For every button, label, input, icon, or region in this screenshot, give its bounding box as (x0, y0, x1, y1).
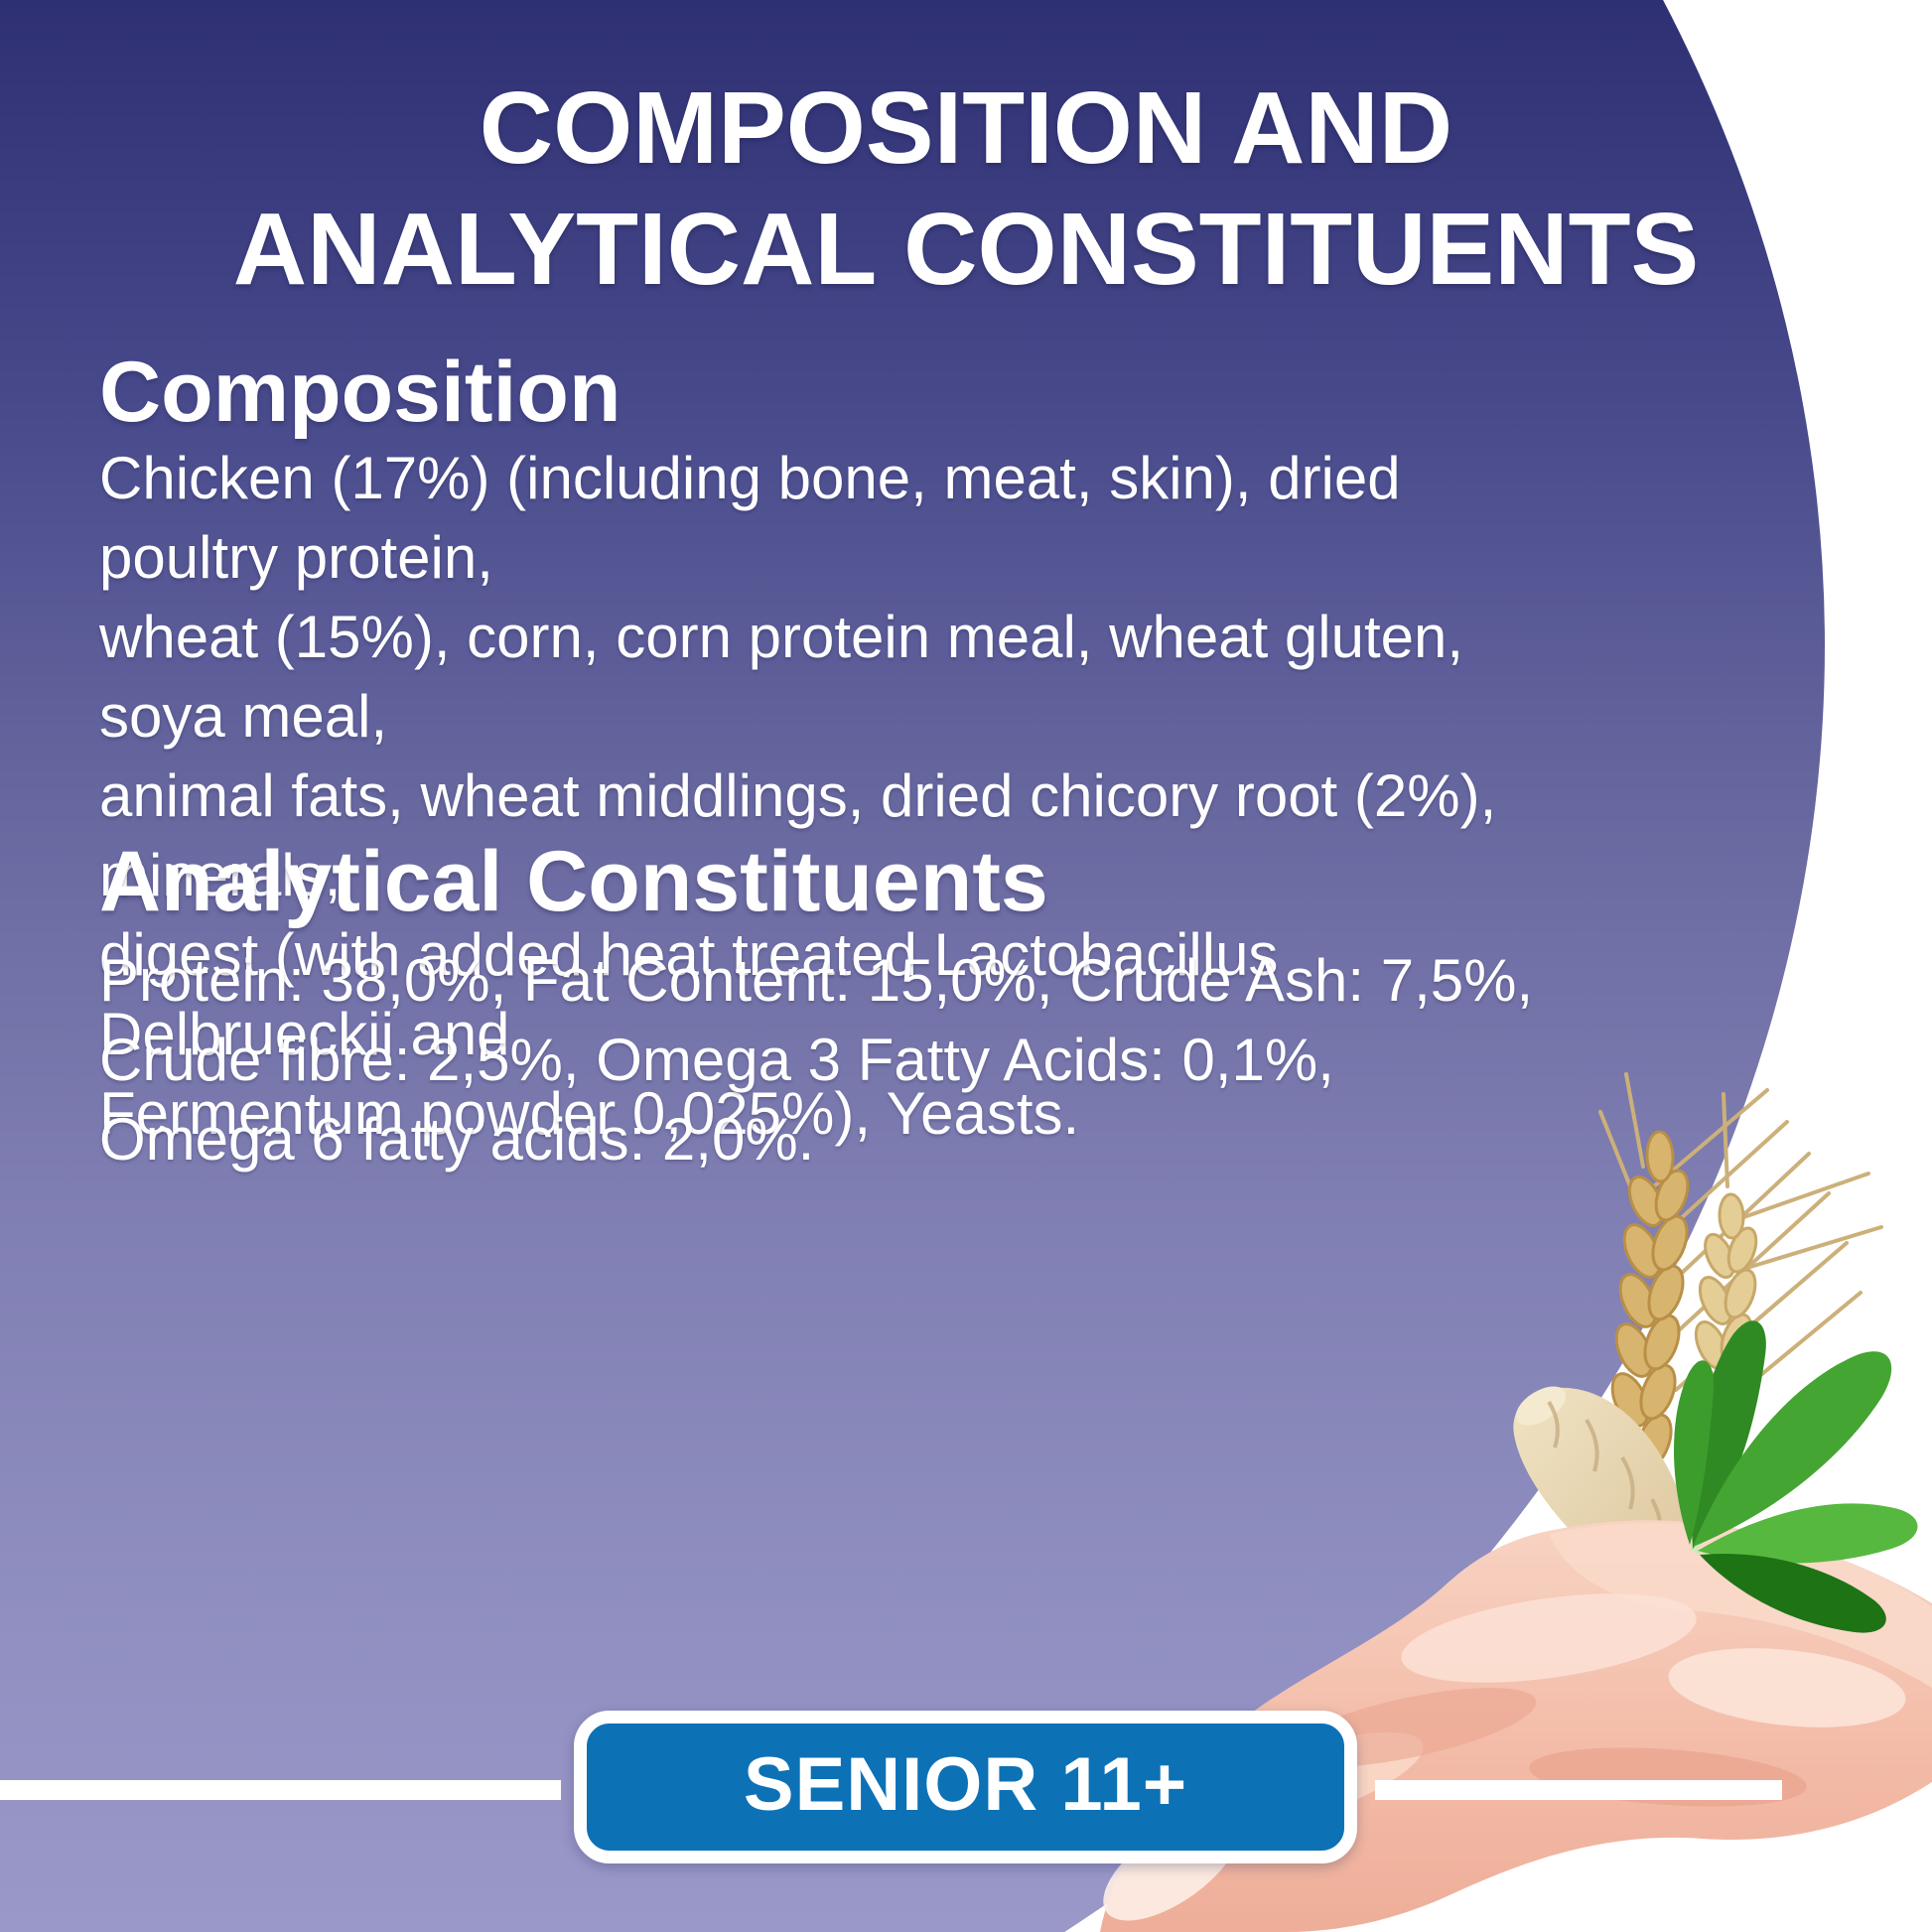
analytical-line: Protein: 38,0%, Fat Content: 15,0%, Crud… (99, 947, 1534, 1014)
analytical-line: Crude fibre: 2,5%, Omega 3 Fatty Acids: … (99, 1027, 1334, 1093)
green-leaves-icon (1674, 1320, 1918, 1633)
analytical-line: Omega 6 fatty acids: 2,0%. (99, 1106, 815, 1173)
analytical-text: Protein: 38,0%, Fat Content: 15,0%, Crud… (99, 941, 1569, 1179)
composition-line: Chicken (17%) (including bone, meat, ski… (99, 445, 1401, 591)
badge-label: SENIOR 11+ (743, 1742, 1188, 1827)
composition-line: digest (with added heat treated Lactobac… (99, 921, 1279, 1067)
composition-line: Fermentum powder 0,025%), Yeasts. (99, 1080, 1080, 1147)
age-range-badge: SENIOR 11+ (574, 1711, 1357, 1863)
analytical-heading: Analytical Constituents (99, 834, 1048, 929)
composition-heading: Composition (99, 345, 621, 440)
divider-line-left (0, 1780, 561, 1800)
page-title-line1: COMPOSITION AND (479, 70, 1453, 185)
composition-text: Chicken (17%) (including bone, meat, ski… (99, 439, 1569, 1154)
composition-line: wheat (15%), corn, corn protein meal, wh… (99, 604, 1464, 750)
page-title-line2: ANALYTICAL CONSTITUENTS (232, 191, 1700, 306)
page-title: COMPOSITION AND ANALYTICAL CONSTITUENTS (0, 68, 1932, 309)
composition-line: animal fats, wheat middlings, dried chic… (99, 762, 1497, 908)
divider-line-right (1375, 1780, 1782, 1800)
